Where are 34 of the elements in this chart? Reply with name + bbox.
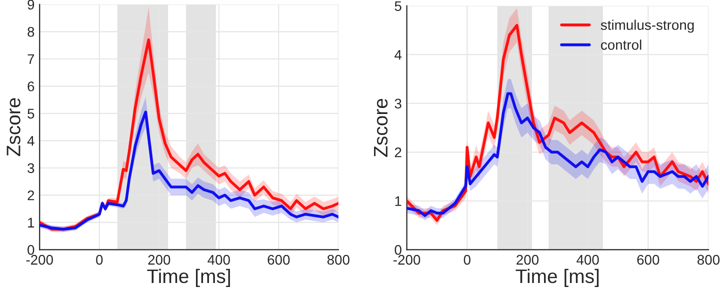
x-tick-label: 200 — [148, 254, 170, 265]
y-tick-label: 2 — [28, 190, 34, 200]
x-tick-label: 600 — [268, 254, 290, 265]
y-axis-title: Zscore — [374, 98, 388, 157]
y-tick-label: 3 — [394, 98, 402, 109]
y-tick-label: 0 — [394, 244, 402, 255]
x-axis-title: Time [ms] — [147, 268, 230, 287]
y-tick-label: 7 — [28, 54, 34, 64]
y-axis-title: Zscore — [6, 98, 20, 156]
y-tick-label: 5 — [28, 108, 34, 119]
y-tick-label: 9 — [28, 0, 34, 10]
x-tick-label: 400 — [576, 254, 599, 265]
x-tick-label: 200 — [516, 254, 539, 265]
x-tick-label: 600 — [637, 254, 660, 265]
y-tick-label: 1 — [28, 218, 34, 228]
y-tick-label: 8 — [28, 26, 34, 37]
y-tick-label: 0 — [28, 244, 34, 255]
y-tick-label: 6 — [28, 81, 34, 92]
x-tick-label: -200 — [394, 254, 420, 265]
y-tick-label: 4 — [27, 136, 34, 146]
x-tick-label: 0 — [96, 254, 103, 265]
y-tick-label: 1 — [395, 196, 402, 206]
x-tick-label: 400 — [208, 254, 230, 265]
legend-label: control — [601, 40, 642, 50]
x-tick-label: 0 — [464, 254, 470, 265]
x-tick-label: 800 — [698, 254, 720, 265]
x-tick-label: 800 — [327, 254, 350, 265]
y-tick-label: 2 — [394, 147, 402, 158]
y-tick-label: 4 — [394, 50, 402, 60]
x-axis-title: Time [ms] — [516, 268, 599, 287]
y-tick-label: 3 — [28, 163, 34, 174]
x-tick-label: -200 — [26, 254, 53, 265]
legend-label: stimulus-strong — [600, 20, 694, 33]
y-tick-label: 5 — [394, 1, 402, 12]
